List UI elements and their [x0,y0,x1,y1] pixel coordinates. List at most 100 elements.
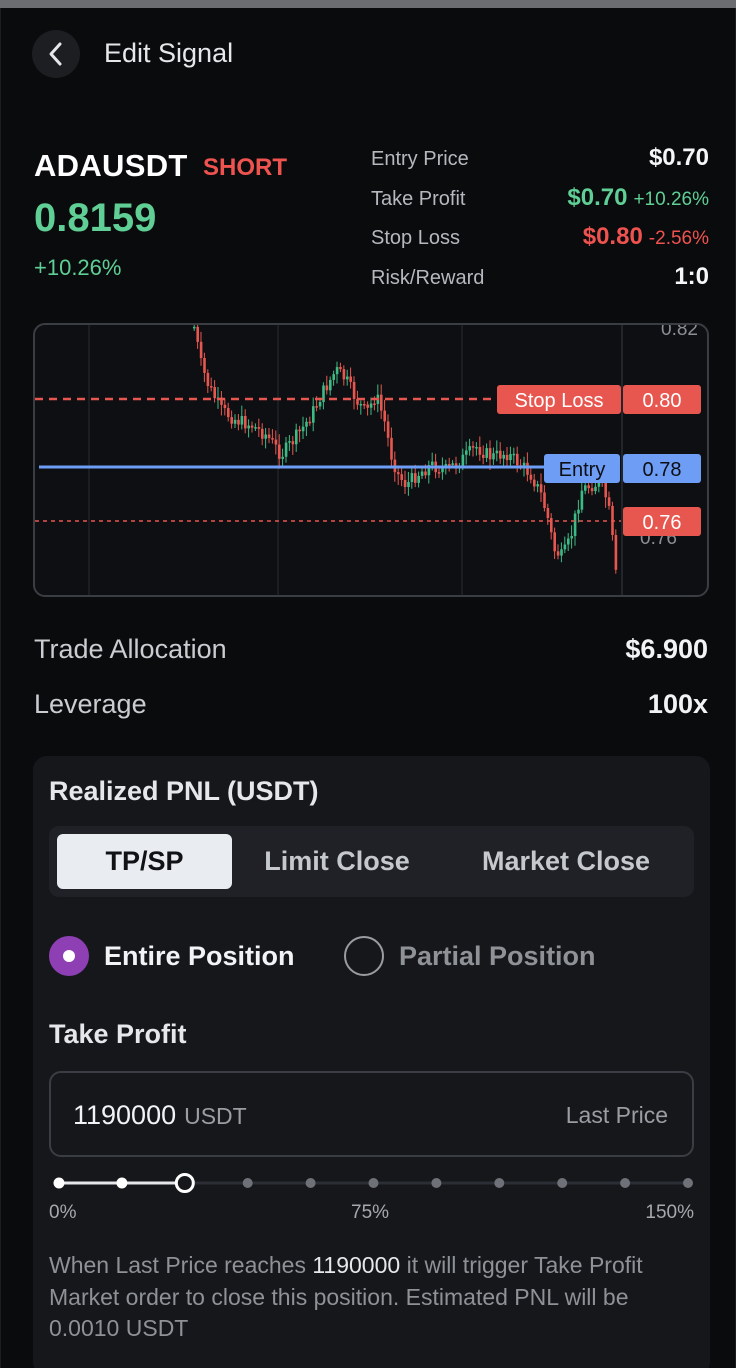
stop-loss-value: $0.80 -2.56% [582,223,709,250]
candle-body [437,472,441,474]
take-profit-pct: +10.26% [633,188,709,210]
candle-body [512,453,516,456]
candle-body [240,415,244,425]
candle-body [431,461,434,466]
radio-entire-position-label: Entire Position [104,940,295,971]
price-chart[interactable]: 0.82 0.76 Stop Loss 0.80 Entry 0.78 0.76 [33,323,709,597]
candle-body [346,376,349,380]
candle-body [539,484,543,493]
signal-stats: Entry Price $0.70 Take Profit $0.70 +10.2… [371,140,709,298]
price-type-selector[interactable]: Last Price [565,1102,668,1128]
candle-body [227,408,230,418]
candle-body [533,479,536,487]
slider-max-label: 150% [645,1202,694,1223]
candle-body [386,421,390,438]
candle-body [356,398,359,405]
candle-body [400,474,403,481]
candle-body [529,474,533,480]
slider-step-dot[interactable] [53,1177,65,1189]
candlesticks [193,325,618,574]
candle-body [301,426,305,432]
candle-body [199,341,203,359]
level-price-tag [623,507,701,536]
take-profit-value: $0.70 +10.26% [567,183,709,211]
tab-market-close[interactable]: Market Close [481,846,651,876]
candle-body [244,415,247,429]
slider-thumb[interactable] [174,1173,195,1193]
candle-body [366,404,369,408]
entry-tag[interactable] [544,454,620,483]
candle-body [495,450,499,454]
ticker-symbol: ADAUSDT [34,148,188,183]
realized-pnl-card: Realized PNL (USDT) TP/SP Limit Close Ma… [33,756,710,1368]
candle-body [352,381,356,399]
tab-tp-sp[interactable]: TP/SP [57,834,232,889]
slider-step-dot[interactable] [620,1178,631,1188]
slider-labels: 0% 75% 150% [49,1202,694,1228]
axis-top-label: 0.82 [661,325,698,340]
candle-body [193,326,196,329]
tab-limit-close[interactable]: Limit Close [264,846,410,876]
take-profit-input-value[interactable]: 1190000 USDT [73,1100,247,1130]
slider-step-dot[interactable] [557,1178,568,1188]
candle-body [556,551,560,556]
candle-body [213,387,216,399]
candle-body [516,453,519,466]
candle-body [206,372,210,387]
take-profit-slider[interactable] [49,1168,694,1208]
leverage-row: Leverage 100x [34,683,708,723]
slider-step-dot[interactable] [683,1178,693,1188]
candle-body [203,358,206,373]
radio-partial-position-label: Partial Position [399,940,596,971]
current-price: 0.8159 [34,196,157,240]
slider-step-dot[interactable] [431,1178,442,1188]
take-profit-row: Take Profit $0.70 +10.26% [371,180,709,220]
candle-body [298,429,301,432]
candle-body [468,446,471,451]
price-change: +10.26% [34,255,122,280]
radio-partial-position[interactable]: Partial Position [344,934,596,978]
slider-mid-label: 75% [351,1202,390,1223]
candle-body [577,509,580,514]
candle-body [264,434,267,439]
candle-body [414,473,417,483]
radio-unselected-icon[interactable] [344,936,384,976]
candle-body [329,379,332,391]
radio-selected-icon[interactable] [49,936,89,976]
slider-step-dot[interactable] [305,1178,316,1188]
back-button[interactable] [32,30,80,78]
candle-body [233,419,237,424]
candle-body [420,471,424,476]
radio-entire-position[interactable]: Entire Position [49,934,295,978]
slider-step-dot[interactable] [242,1178,253,1188]
candle-body [567,538,570,545]
candle-body [522,462,526,467]
status-strip [0,0,736,8]
stop-loss-row: Stop Loss $0.80 -2.56% [371,219,709,259]
slider-step-dot[interactable] [116,1177,128,1189]
candle-body [590,488,594,492]
candle-body [267,434,271,439]
risk-reward-row: Risk/Reward 1:0 [371,259,709,299]
candle-body [257,427,261,429]
candle-body [230,417,233,424]
candle-body [478,447,482,455]
candle-body [397,472,400,475]
slider-step-dot[interactable] [494,1178,505,1188]
stop-loss-tag[interactable] [497,385,621,414]
candle-body [254,427,257,429]
candle-body [441,467,444,473]
candle-body [526,462,529,475]
candle-body [278,444,281,459]
entry-price-row: Entry Price $0.70 [371,140,709,180]
candle-body [383,410,386,422]
candle-body [295,429,298,445]
candle-body [373,403,376,406]
candle-body [509,454,512,461]
close-type-tabs: TP/SP Limit Close Market Close [49,826,694,897]
candle-body [461,454,465,467]
candle-body [349,376,352,382]
slider-step-dot[interactable] [368,1178,379,1188]
candle-body [363,404,366,406]
take-profit-input[interactable]: 1190000 USDT Last Price [49,1071,694,1157]
